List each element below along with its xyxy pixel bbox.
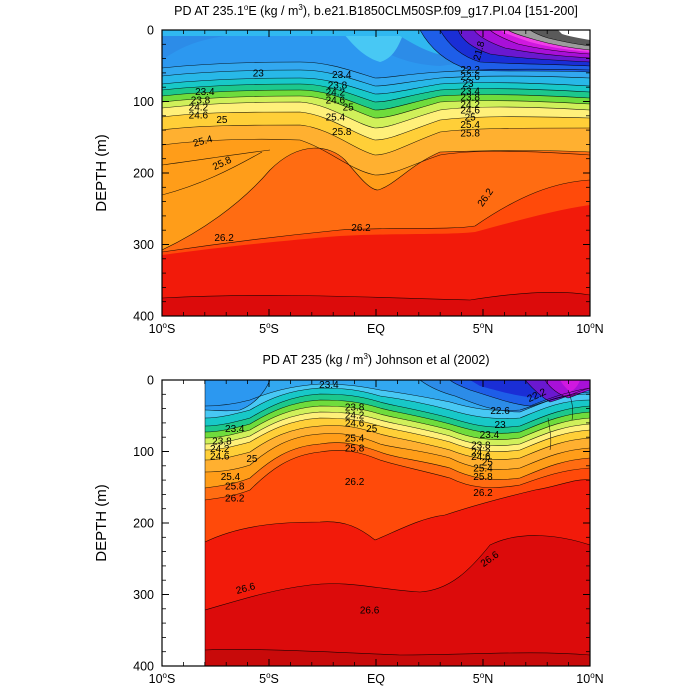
bottom-y-tick-label: 300 (133, 588, 154, 602)
top-contour-label: 23 (253, 68, 265, 79)
bottom-x-tick-label: 5oS (259, 671, 279, 686)
bottom-contour-label: 26.2 (225, 493, 245, 504)
bottom-contour-label: 23.8 (345, 403, 365, 414)
top-x-tick-label: 5oS (259, 321, 279, 336)
bottom-contour-label: 24.2 (210, 444, 230, 455)
top-y-tick-label: 100 (133, 95, 154, 109)
bottom-contour-label: 23.4 (319, 380, 339, 391)
bottom-contour-label: 24.6 (345, 418, 365, 429)
bottom-contour-label: 25.4 (345, 433, 365, 444)
top-contour-label: 25 (216, 115, 228, 126)
bottom-contour-label: 23.4 (480, 430, 500, 441)
bottom-x-tick-label: 10oN (576, 671, 603, 686)
bottom-contour-label: 26.2 (473, 488, 493, 499)
bottom-y-tick-label: 400 (133, 660, 154, 674)
top-contour-label: 25.8 (332, 127, 352, 138)
bottom-contour-label: 26.2 (345, 477, 365, 488)
top-axes: 10oS 5oS EQ 5oN 10oN 0 100 200 300 400 (133, 24, 604, 337)
top-contour-label: 26.2 (214, 233, 234, 244)
bottom-contour-label: 23.8 (471, 441, 491, 452)
bottom-panel: PD AT 235 (kg / m3) Johnson et al (2002) (93, 352, 604, 686)
top-contour-label: 23 (462, 79, 474, 90)
bottom-ylabel: DEPTH (m) (93, 484, 110, 562)
bottom-contour-label: 25.4 (473, 463, 493, 474)
top-contour-label: 23.8 (460, 93, 480, 104)
top-contour-label: 25.8 (460, 128, 480, 139)
bottom-contour-field: 23.423.423.824.224.6 2525.425.826.223.824… (162, 380, 590, 666)
bottom-contour-label: 22.6 (490, 406, 510, 417)
top-y-tick-label: 0 (147, 24, 154, 38)
bottom-contour-label: 24.2 (471, 448, 491, 459)
bottom-contour-label: 25.8 (225, 481, 245, 492)
top-x-tick-label: 10oS (149, 321, 176, 336)
top-contour-label: 24.6 (460, 106, 480, 117)
bottom-axes: 10oS 5oS EQ 5oN 10oN 0 100 200 300 400 (133, 374, 604, 687)
top-contour-label: 24.2 (189, 103, 209, 114)
bottom-contour-label: 24.6 (210, 451, 230, 462)
top-contour-label: 22.2 (460, 65, 480, 76)
bottom-contour-label: 23 (495, 420, 507, 431)
top-contour-label: 23.8 (191, 96, 211, 107)
top-contour-label: 26.2 (351, 223, 371, 234)
bottom-x-tick-label: 10oS (149, 671, 176, 686)
bottom-contour-label: 25 (366, 424, 378, 435)
top-contour-label: 25.4 (326, 113, 346, 124)
bottom-x-tick-label: 5oN (473, 671, 493, 686)
top-contour-label: 25 (465, 113, 477, 124)
top-contour-label: 25.4 (460, 120, 480, 131)
top-contour-label: 23.8 (328, 81, 348, 92)
bottom-title: PD AT 235 (kg / m3) Johnson et al (2002) (262, 352, 489, 367)
top-y-tick-label: 400 (133, 310, 154, 324)
bottom-contour-label: 25.8 (345, 443, 365, 454)
bottom-contour-label: 25.4 (221, 472, 241, 483)
top-contour-label: 25 (343, 103, 355, 114)
bottom-contour-label: 25 (482, 458, 494, 469)
top-contour-label: 23.4 (332, 70, 352, 81)
bottom-x-tick-label: EQ (367, 672, 385, 686)
top-x-tick-label: 10oN (576, 321, 603, 336)
top-contour-label: 24.6 (326, 96, 346, 107)
top-contour-label: 21.8 (472, 40, 488, 62)
top-contour-label: 24.2 (460, 100, 480, 111)
top-contour-label: 23.4 (195, 87, 215, 98)
bottom-contour-label: 24.6 (471, 452, 491, 463)
top-x-tick-label: EQ (367, 322, 385, 336)
top-contour-label: 22.6 (460, 72, 480, 83)
bottom-y-tick-label: 0 (147, 374, 154, 388)
bottom-y-tick-label: 100 (133, 445, 154, 459)
top-panel: PD AT 235.1oE (kg / m3), b.e21.B1850CLM5… (93, 3, 604, 336)
bottom-contour-label: 24.2 (345, 411, 365, 422)
top-x-tick-label: 5oN (473, 321, 493, 336)
top-y-tick-label: 200 (133, 167, 154, 181)
top-title: PD AT 235.1oE (kg / m3), b.e21.B1850CLM5… (174, 3, 578, 18)
top-y-tick-label: 300 (133, 238, 154, 252)
top-contour-label: 25.4 (192, 134, 214, 150)
top-contour-label: 23.4 (460, 86, 480, 97)
bottom-contour-label: 25.8 (473, 472, 493, 483)
bottom-contour-label: 25 (246, 454, 258, 465)
bottom-contour-label: 26.6 (360, 606, 380, 617)
top-ylabel: DEPTH (m) (93, 134, 110, 212)
bottom-contour-label: 23.4 (225, 424, 245, 435)
bottom-y-tick-label: 200 (133, 517, 154, 531)
top-contour-label: 24.2 (326, 88, 346, 99)
top-contour-label: 24.6 (189, 111, 209, 122)
bottom-contour-label: 26.6 (235, 581, 257, 597)
bottom-contour-label: 23.8 (212, 436, 232, 447)
